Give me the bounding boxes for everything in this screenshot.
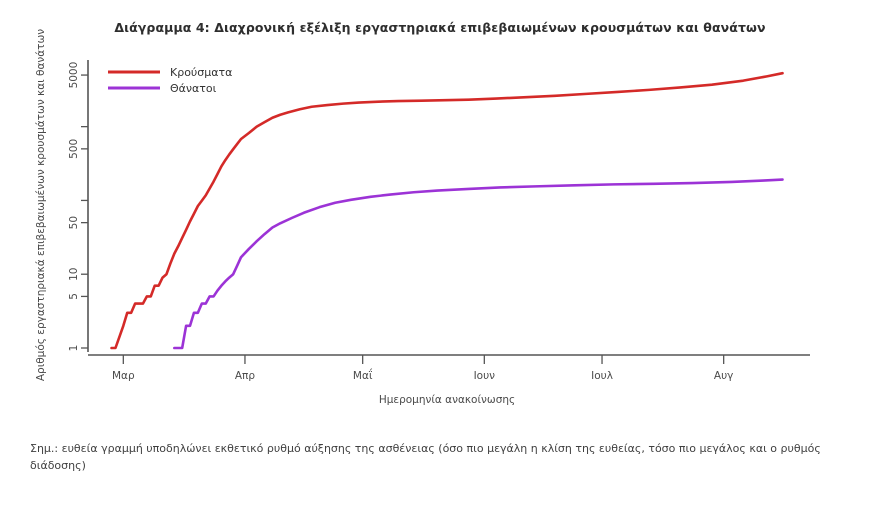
legend-label-1: Θάνατοι: [170, 82, 217, 95]
x-axis-ticks: Μαρ Απρ Μαΐ Ιουν Ιουλ Αυγ: [112, 355, 733, 382]
y-tick-label: 500: [68, 139, 80, 159]
series-paths: [110, 71, 784, 350]
y-tick-label: 5000: [68, 62, 80, 89]
y-axis-title: Αριθμός εργαστηριακά επιβεβαιωμένων κρου…: [35, 29, 47, 381]
x-axis-title: Ημερομηνία ανακοίνωσης: [379, 394, 515, 406]
chart-plot: 1 5 10 50 500 5000 Μαρ Απρ Μαΐ Ιουν Ιουλ Αυγ Κρούσ…: [35, 29, 810, 406]
series-line-1: [173, 178, 784, 350]
chart-footnote: Σημ.: ευθεία γραμμή υποδηλώνει εκθετικό …: [30, 442, 821, 473]
y-axis-ticks: 1 5 10 50 500 5000: [68, 62, 88, 352]
y-tick-label: 50: [68, 216, 80, 229]
y-tick-label: 1: [68, 345, 80, 352]
y-tick-label: 5: [68, 293, 80, 300]
x-tick-label: Απρ: [235, 370, 256, 382]
x-tick-label: Ιουν: [474, 370, 496, 382]
x-tick-label: Αυγ: [714, 370, 733, 382]
x-tick-label: Μαΐ: [353, 368, 373, 382]
chart-title: Διάγραμμα 4: Διαχρονική εξέλιξη εργαστηρ…: [114, 20, 766, 35]
x-tick-label: Ιουλ: [591, 370, 613, 382]
x-tick-label: Μαρ: [112, 370, 135, 382]
legend-label-0: Κρούσματα: [170, 66, 232, 79]
y-tick-label: 10: [68, 268, 80, 281]
chart-legend: Κρούσματα Θάνατοι: [108, 66, 232, 95]
series-line-0: [110, 71, 784, 350]
